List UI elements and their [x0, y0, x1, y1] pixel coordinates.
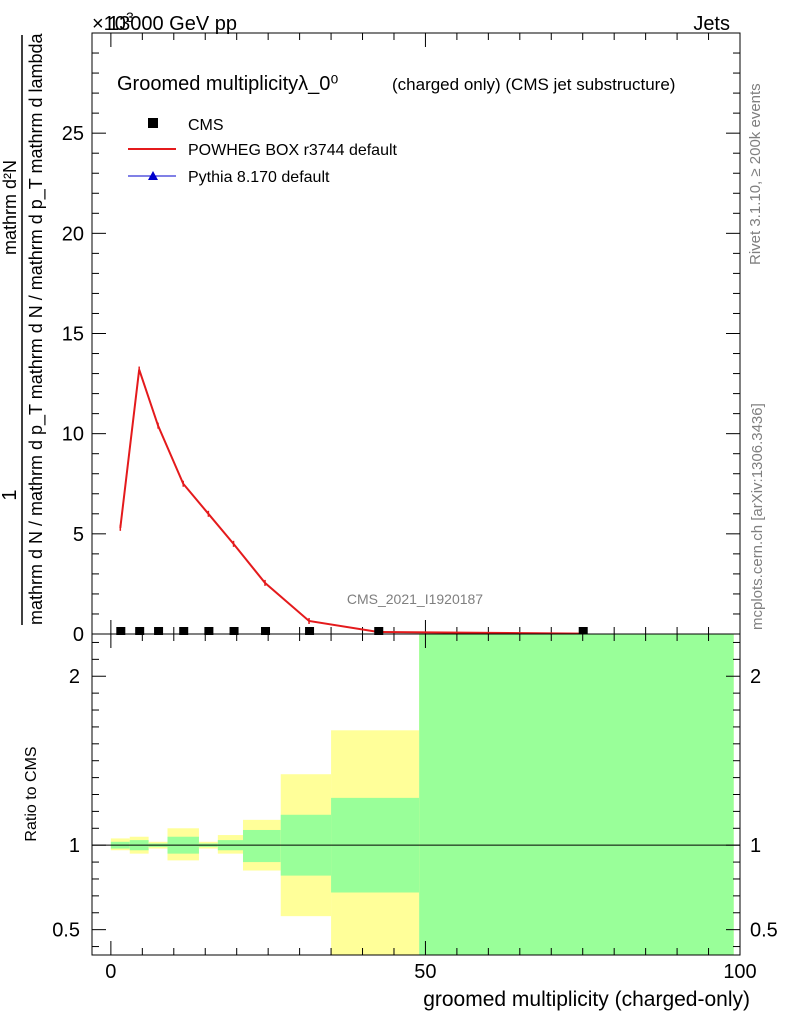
main-y-tick-label: 15: [62, 324, 84, 346]
main-y-tick-label: 10: [62, 424, 84, 446]
x-tick-label: 0: [105, 961, 116, 983]
cms-point: [374, 626, 384, 635]
legend-label-pythia: Pythia 8.170 default: [188, 169, 330, 186]
ratio-y-tick-label: 0.5: [52, 920, 80, 942]
cms-point: [179, 626, 189, 635]
watermark: CMS_2021_I1920187: [347, 591, 483, 607]
y-label-denominator: mathrm d N / mathrm d p_T mathrm d N / m…: [26, 32, 47, 625]
main-y-label: 1 mathrm d N / mathrm d p_T mathrm d N /…: [0, 32, 47, 625]
title: Groomed multiplicityλ_0⁰: [117, 73, 338, 95]
x-tick-label: 100: [723, 961, 756, 983]
exponent-label: ×103: [92, 9, 134, 35]
main-y-ticks: 0 5 10 15 20 25: [62, 52, 740, 646]
powheg-line: [119, 369, 583, 635]
cms-series: [116, 626, 588, 635]
x-axis-label: groomed multiplicity (charged-only): [423, 988, 750, 1011]
ratio-y-tick-label: 2: [69, 666, 80, 688]
ratio-y-ticks: 0.5 0.5 1 1 2 2: [52, 641, 778, 948]
main-y-tick-label: 0: [73, 624, 84, 646]
cms-point: [116, 626, 126, 635]
ratio-y-tick-label-right: 0.5: [750, 920, 778, 942]
legend-marker-pythia: [148, 171, 158, 180]
legend-label-cms: CMS: [188, 117, 224, 134]
y-label-numerator: 1: [0, 489, 21, 500]
ratio-y-tick-label: 1: [69, 835, 80, 857]
ratio-x-ticks: 0 50 100: [105, 634, 757, 983]
cms-point: [135, 626, 145, 635]
main-y-tick-label: 5: [73, 524, 84, 546]
process-label: Jets: [693, 13, 730, 35]
cms-point: [229, 626, 239, 635]
ratio-panel: 0.5 0.5 1 1 2 2 0 50 100 Ratio to CMS groomed m…: [23, 633, 778, 1011]
mcplots-label: mcplots.cern.ch [arXiv:1306.3436]: [749, 403, 766, 630]
legend-marker-cms: [148, 118, 158, 128]
ratio-y-label: Ratio to CMS: [23, 746, 40, 841]
rivet-label: Rivet 3.1.10, ≥ 200k events: [747, 83, 764, 265]
cms-point: [154, 626, 164, 635]
ratio-y-tick-label-right: 2: [750, 666, 761, 688]
energy-label: 13000 GeV pp: [108, 13, 237, 35]
main-panel: 0 5 10 15 20 25 Groomed multiplicityλ_0⁰ (cha…: [62, 32, 741, 646]
main-y-tick-label: 25: [62, 123, 84, 145]
cms-point: [261, 626, 271, 635]
y-label-top: mathrm d²N: [0, 160, 20, 255]
ratio-band-green: [419, 634, 734, 955]
cms-point: [204, 626, 214, 635]
x-tick-label: 50: [414, 961, 436, 983]
legend: CMS POWHEG BOX r3744 default Pythia 8.17…: [128, 117, 398, 186]
cms-point: [578, 626, 588, 635]
ratio-band-green: [242, 829, 281, 863]
cms-point: [305, 626, 315, 635]
ratio-bands: [110, 634, 734, 955]
subtitle: (charged only) (CMS jet substructure): [392, 75, 675, 94]
ratio-y-tick-label-right: 1: [750, 835, 761, 857]
legend-label-powheg: POWHEG BOX r3744 default: [188, 142, 398, 159]
main-y-tick-label: 20: [62, 223, 84, 245]
